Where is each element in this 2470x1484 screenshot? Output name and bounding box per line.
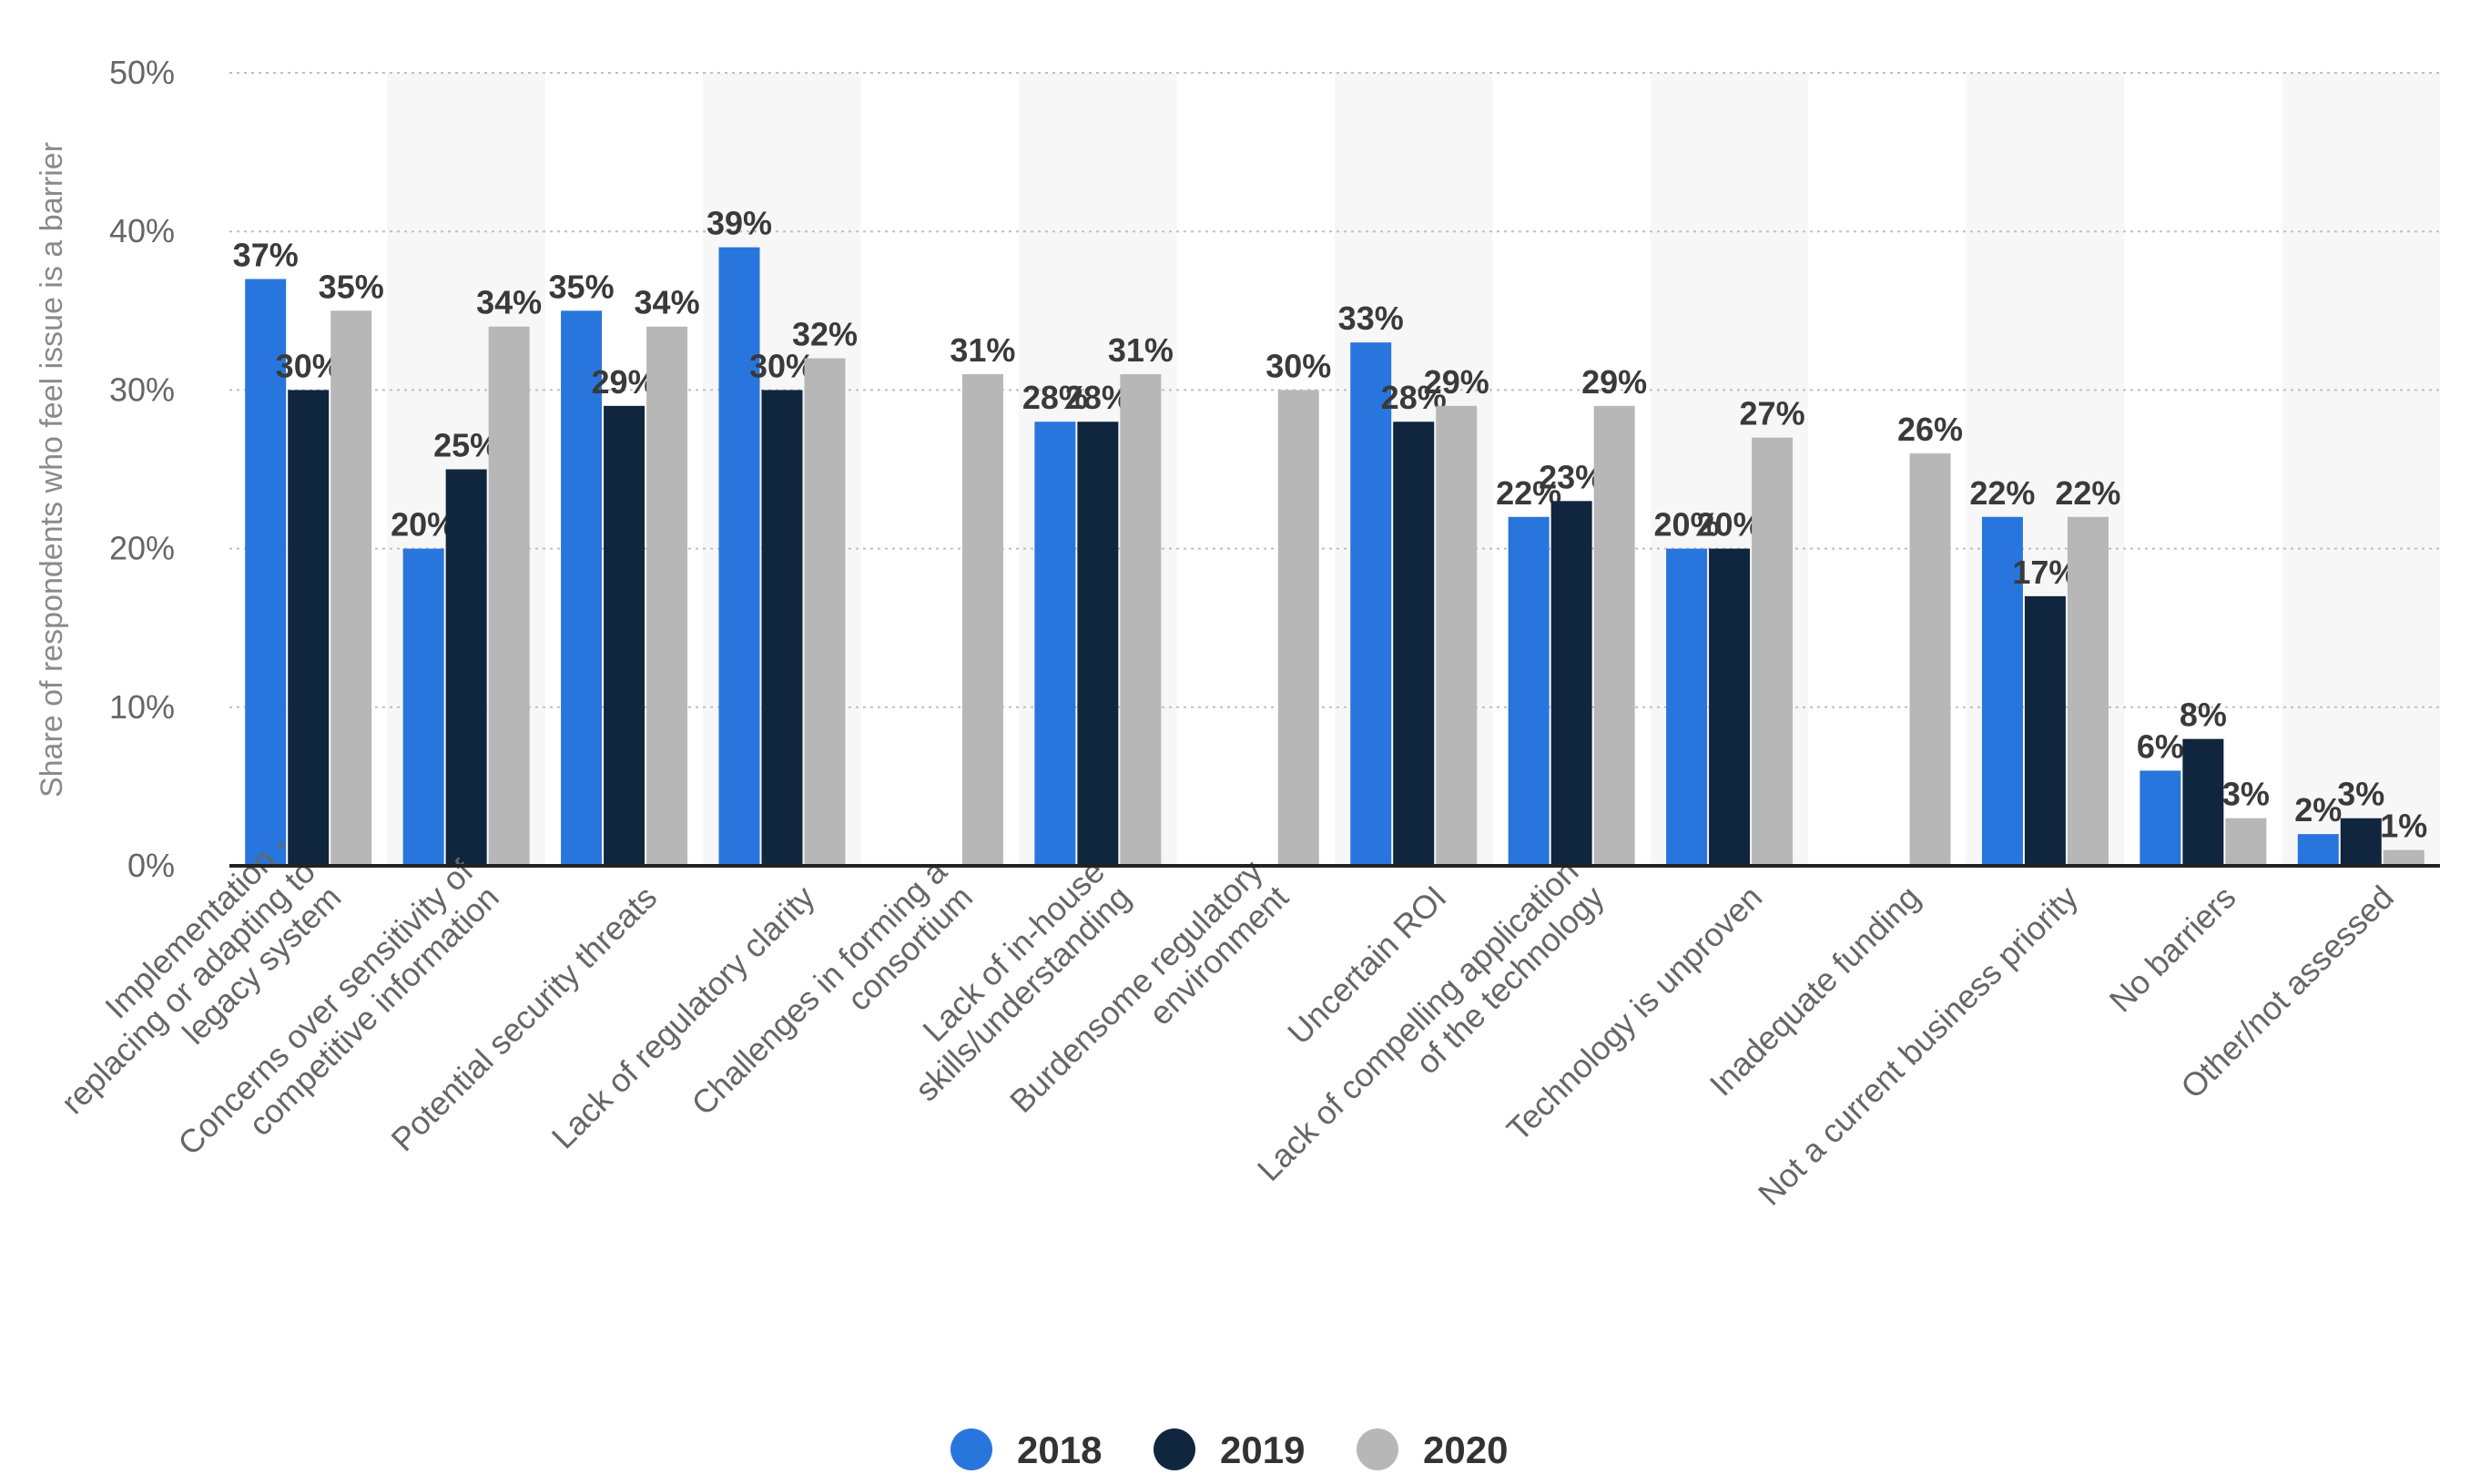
legend-label-2018[interactable]: 2018 xyxy=(1017,1428,1102,1471)
data-label: 28% xyxy=(1022,379,1088,416)
data-label: 28% xyxy=(1381,379,1447,416)
legend-label-2020[interactable]: 2020 xyxy=(1423,1428,1508,1471)
legend-marker-2018[interactable] xyxy=(950,1428,992,1470)
bar-2020[interactable] xyxy=(2225,818,2267,866)
data-label: 31% xyxy=(1108,331,1174,369)
bar-2018[interactable] xyxy=(2140,770,2181,866)
data-label: 8% xyxy=(2180,696,2227,734)
y-tick-label: 10% xyxy=(109,688,175,726)
bar-2018[interactable] xyxy=(1981,516,2023,866)
bar-2018[interactable] xyxy=(1350,342,1392,866)
data-label: 29% xyxy=(592,363,657,401)
bar-2020[interactable] xyxy=(961,373,1003,867)
data-label: 1% xyxy=(2380,808,2427,845)
data-label: 22% xyxy=(2055,474,2120,512)
bar-2018[interactable] xyxy=(2297,834,2339,866)
bar-2018[interactable] xyxy=(245,279,287,867)
data-label: 39% xyxy=(706,205,772,242)
data-label: 22% xyxy=(1496,474,1561,512)
bar-2020[interactable] xyxy=(1120,373,1162,867)
data-label: 30% xyxy=(749,347,815,384)
data-label: 2% xyxy=(2294,791,2342,828)
bar-2018[interactable] xyxy=(1508,516,1550,866)
data-label: 26% xyxy=(1897,411,1963,448)
data-label: 25% xyxy=(433,427,499,464)
bar-2020[interactable] xyxy=(330,310,372,866)
y-tick-label: 50% xyxy=(109,54,175,91)
y-tick-label: 40% xyxy=(109,212,175,249)
data-label: 20% xyxy=(391,506,456,544)
bar-2020[interactable] xyxy=(646,326,688,867)
data-label: 3% xyxy=(2337,776,2384,813)
legend-marker-2020[interactable] xyxy=(1357,1428,1398,1470)
bar-2018[interactable] xyxy=(718,247,760,866)
bar-2019[interactable] xyxy=(604,405,645,866)
bar-2019[interactable] xyxy=(2182,738,2224,866)
bar-2019[interactable] xyxy=(1709,548,1751,866)
data-label: 32% xyxy=(792,316,858,353)
data-label: 33% xyxy=(1338,300,1404,337)
bar-2020[interactable] xyxy=(2383,849,2424,866)
bar-2020[interactable] xyxy=(488,326,530,867)
data-label: 31% xyxy=(950,331,1015,369)
bar-2018[interactable] xyxy=(1666,548,1708,866)
bar-2020[interactable] xyxy=(1909,453,1951,866)
data-label: 35% xyxy=(319,268,384,305)
data-label: 30% xyxy=(1265,347,1331,384)
legend-label-2019[interactable]: 2019 xyxy=(1220,1428,1305,1471)
x-tick-label: No barriers xyxy=(2102,879,2243,1020)
bar-2019[interactable] xyxy=(1077,422,1119,866)
data-label: 6% xyxy=(2137,727,2184,765)
data-label: 27% xyxy=(1740,395,1805,432)
data-label: 20% xyxy=(1697,506,1763,544)
data-label: 35% xyxy=(549,268,615,305)
data-label: 23% xyxy=(1539,458,1604,495)
bar-2020[interactable] xyxy=(1752,437,1794,866)
bar-2020[interactable] xyxy=(2067,516,2109,866)
data-label: 20% xyxy=(1654,506,1720,544)
bar-2019[interactable] xyxy=(761,390,803,866)
data-label: 28% xyxy=(1065,379,1131,416)
bar-2019[interactable] xyxy=(2024,595,2066,866)
background-band xyxy=(2282,73,2440,866)
bar-2018[interactable] xyxy=(1034,422,1076,866)
x-tick-label-line: Not a current business priority xyxy=(1751,879,2085,1213)
bar-2020[interactable] xyxy=(1277,390,1319,866)
legend-marker-2019[interactable] xyxy=(1154,1428,1195,1470)
bar-2019[interactable] xyxy=(1550,501,1592,866)
y-tick-label: 30% xyxy=(109,371,175,408)
x-tick-label: Not a current business priority xyxy=(1751,879,2085,1213)
bar-2019[interactable] xyxy=(288,390,330,866)
bar-2019[interactable] xyxy=(445,469,487,867)
bar-2020[interactable] xyxy=(1593,405,1635,866)
bar-2019[interactable] xyxy=(1393,422,1435,866)
data-label: 37% xyxy=(233,236,299,273)
data-label: 22% xyxy=(1969,474,2035,512)
data-label: 30% xyxy=(276,347,341,384)
y-tick-label: 20% xyxy=(109,530,175,567)
data-label: 17% xyxy=(2012,554,2078,591)
bar-2020[interactable] xyxy=(1436,405,1478,866)
bar-2019[interactable] xyxy=(2340,818,2382,866)
bar-2018[interactable] xyxy=(402,548,444,866)
data-label: 34% xyxy=(635,284,700,321)
data-label: 29% xyxy=(1581,363,1647,401)
y-axis-title: Share of respondents who feel issue is a… xyxy=(35,142,69,798)
bar-2020[interactable] xyxy=(804,358,846,866)
x-tick-label-line: No barriers xyxy=(2102,879,2243,1020)
bar-2018[interactable] xyxy=(561,310,603,866)
y-tick-label: 0% xyxy=(127,847,175,884)
data-label: 34% xyxy=(476,284,542,321)
data-label: 3% xyxy=(2222,776,2270,813)
data-label: 29% xyxy=(1424,363,1489,401)
